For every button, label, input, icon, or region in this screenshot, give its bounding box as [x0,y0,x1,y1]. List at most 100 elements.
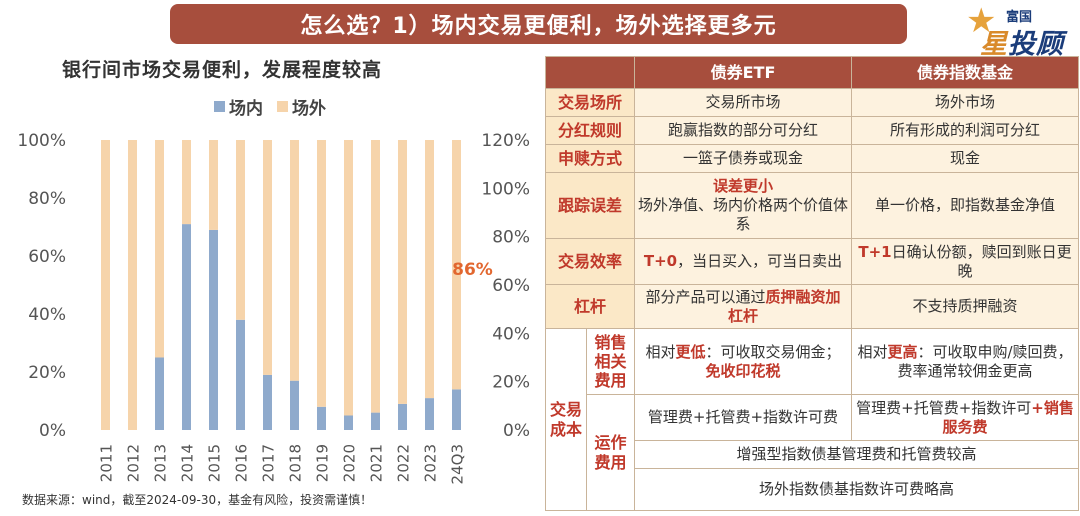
x-tick-label: 2016 [233,444,251,482]
legend-item-in: 场内 [214,94,263,119]
star-icon: ★ [966,1,997,41]
row-label-venue: 交易场所 [545,88,635,117]
table-row: 申赎方式 一篮子债券或现金 现金 [545,144,1079,173]
tracking-etf-highlight: 误差更小 [712,177,773,195]
table-row: 交易场所 交易所市场 场外市场 [545,88,1079,117]
logo-top-text: 富国 [1006,10,1033,25]
leverage-etf-text: 部分产品可以通过 [645,287,766,306]
x-tick-label: 2011 [98,444,116,482]
cell-ops-etf: 管理费+托管费+指数许可费 [634,394,852,441]
table-row: 场外指数债基指数许可费略高 [546,468,1079,511]
efficiency-index-highlight: T+1 [858,242,892,261]
y-right-tick-label: 0% [503,421,530,441]
sales-etf-text-b: ：可收取交易佣金； [705,342,841,361]
bar-out-2011 [101,140,110,430]
sales-label: 销售相关费用 [594,333,627,390]
y-left-tick-label: 20% [28,363,66,383]
table-row: 交易成本 销售相关费用 相对更低：可收取交易佣金；免收印花税 相对更高：可收取申… [545,328,1079,511]
bar-out-2016 [236,140,245,320]
bar-out-2021 [371,140,380,413]
logo-main-text: 星投顾 [980,29,1064,60]
bar-out-2015 [209,140,218,230]
x-tick-label: 2023 [422,444,440,482]
bar-in-2014 [182,224,191,430]
bar-in-24Q3 [452,389,461,430]
bar-out-2017 [263,140,272,375]
sales-etf-highlight-1: 更低 [675,342,706,361]
bar-in-2020 [344,415,353,430]
row-label-tracking: 跟踪误差 [545,172,635,239]
header-corner [545,56,635,89]
cell-efficiency-etf: T+0，当日买入，可当日卖出 [634,238,852,285]
sales-index-text-b: ：可收取申购/赎回费，费率通常较佣金更高 [897,342,1073,380]
table-header-row: 债券ETF 债券指数基金 [545,56,1079,89]
chart-title: 银行间市场交易便利，发展程度较高 [62,59,383,81]
ops-index-text: 管理费+托管费+指数许可 [856,398,1032,417]
legend-label-out: 场外 [292,99,326,119]
row-label-cost: 交易成本 [545,328,587,511]
bar-in-2019 [317,406,326,430]
y-right-tick-label: 20% [492,373,530,393]
efficiency-etf-highlight: T+0 [643,252,678,270]
bar-out-2020 [344,140,353,416]
bar-out-2014 [182,140,191,225]
efficiency-index-text: 日确认份额，赎回到账日更晚 [891,242,1072,280]
row-label-leverage: 杠杆 [545,284,635,329]
x-tick-label: 2019 [314,444,332,482]
legend-swatch-out [277,101,288,112]
y-left-tick-label: 0% [39,421,66,441]
table-row: 杠杆 部分产品可以通过质押融资加杠杆 不支持质押融资 [545,284,1079,329]
x-tick-label: 2017 [260,444,278,482]
x-tick-label: 2021 [368,444,386,482]
x-tick-label: 2013 [152,444,170,482]
cell-ops-merged-1: 增强型指数债基管理费和托管费较高 [634,440,1079,469]
bar-out-2013 [155,140,164,358]
comparison-table: 债券ETF 债券指数基金 交易场所 交易所市场 场外市场 分红规则 跑赢指数的部… [545,56,1079,511]
cell-tracking-etf: 误差更小 场外净值、场内价格两个价值体系 [634,172,852,239]
cell-efficiency-index: T+1日确认份额，赎回到账日更晚 [851,238,1079,285]
cost-label: 交易成本 [549,399,582,439]
banner-title: 怎么选？1）场内交易更便利，场外选择更多元 [300,14,777,39]
table-row: 分红规则 跑赢指数的部分可分红 所有形成的利润可分红 [545,116,1079,145]
bar-out-2018 [290,140,299,381]
row-label-ops: 运作费用 [586,394,635,511]
y-right-tick-label: 80% [492,228,530,248]
row-label-efficiency: 交易效率 [545,238,635,285]
bar-in-2023 [425,398,434,430]
table-row: 交易效率 T+0，当日买入，可当日卖出 T+1日确认份额，赎回到账日更晚 [545,238,1079,285]
bar-in-2016 [236,319,245,430]
ops-index-highlight: +销售服务费 [942,398,1074,436]
row-label-subscribe: 申赎方式 [545,144,635,173]
x-tick-label: 2014 [179,444,197,482]
table-row: 运作费用 管理费+托管费+指数许可费 管理费+托管费+指数许可+销售服务费 [546,394,1079,511]
bar-out-2022 [398,140,407,404]
ops-label: 运作费用 [594,432,627,472]
bar-out-2019 [317,140,326,407]
y-right-tick-label: 40% [492,324,530,344]
row-label-dividend: 分红规则 [545,116,635,145]
legend-label-in: 场内 [229,99,263,119]
bar-out-2023 [425,140,434,399]
sales-etf-text-a: 相对 [645,342,676,361]
annotation-label: 86% [452,260,493,280]
cell-subscribe-index: 现金 [851,144,1079,173]
cell-sales-etf: 相对更低：可收取交易佣金；免收印花税 [634,328,852,395]
sales-etf-highlight-2: 免收印花税 [705,361,781,380]
cell-dividend-index: 所有形成的利润可分红 [851,116,1079,145]
row-label-sales: 销售相关费用 [586,328,635,395]
bar-in-2022 [398,403,407,430]
y-right-tick-label: 120% [481,131,530,151]
x-tick-label: 2015 [206,444,224,482]
table-row: 跟踪误差 误差更小 场外净值、场内价格两个价值体系 单一价格，即指数基金净值 [545,172,1079,239]
bar-in-2013 [155,357,164,430]
data-source-note: 数据来源：wind，截至2024-09-30，基金有风险，投资需谨慎！ [22,493,373,507]
y-right-tick-label: 60% [492,276,530,296]
bar-out-24Q3 [452,140,461,390]
y-left-tick-label: 100% [17,131,66,151]
cell-ops-index: 管理费+托管费+指数许可+销售服务费 [851,394,1079,441]
bar-in-2015 [209,229,218,430]
y-left-tick-label: 60% [28,247,66,267]
y-left-tick-label: 80% [28,189,66,209]
sales-index-text-a: 相对 [857,342,888,361]
leverage-etf-highlight: 质押融资加杠杆 [727,287,841,325]
